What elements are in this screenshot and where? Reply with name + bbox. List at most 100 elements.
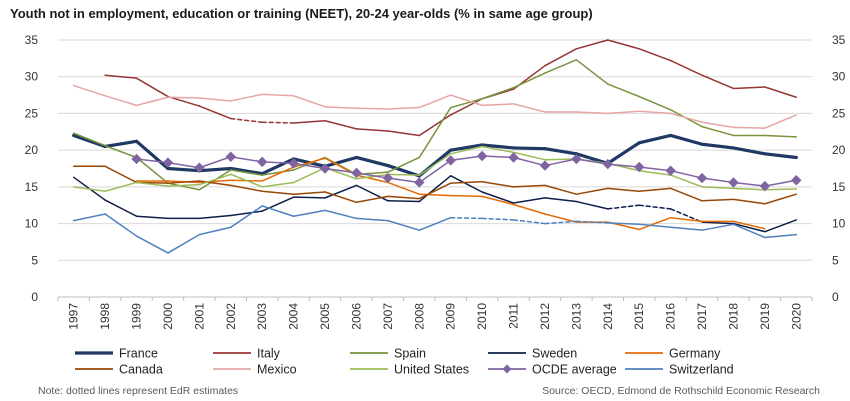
series-segment xyxy=(355,184,389,202)
series-segment xyxy=(230,205,263,228)
series-segment xyxy=(512,151,546,161)
series-segment xyxy=(638,187,672,193)
legend-label: Italy xyxy=(257,347,281,361)
series-segment xyxy=(544,184,578,195)
data-point xyxy=(728,177,739,188)
series-segment xyxy=(292,95,326,108)
legend-marker xyxy=(502,364,512,374)
series-segment xyxy=(732,187,766,191)
series-segment xyxy=(701,125,735,137)
series-segment xyxy=(701,177,735,184)
series-segment xyxy=(418,216,452,231)
series-segment xyxy=(732,86,766,90)
series-segment xyxy=(481,180,515,188)
series-segment xyxy=(167,180,201,184)
series-segment xyxy=(449,194,483,198)
series-segment xyxy=(638,216,672,231)
series-segment xyxy=(669,59,703,76)
series-segment xyxy=(575,39,609,50)
series-segment xyxy=(607,204,640,210)
y-tick-label-right: 30 xyxy=(832,70,846,84)
y-tick-label-left: 10 xyxy=(25,217,39,231)
series-segment xyxy=(732,222,766,233)
x-tick-label: 2000 xyxy=(161,303,175,330)
series-segment xyxy=(544,59,578,74)
series-segment xyxy=(481,155,515,159)
series-segment xyxy=(700,142,736,150)
y-tick-label-left: 25 xyxy=(25,106,39,120)
x-tick-label: 2012 xyxy=(538,303,552,330)
series-segment xyxy=(607,222,640,226)
series-segment xyxy=(544,220,578,225)
series-segment xyxy=(669,169,703,179)
series-germany xyxy=(135,157,766,231)
series-segment xyxy=(764,233,798,239)
series-segment xyxy=(387,130,421,137)
series-segment xyxy=(449,94,483,107)
series-segment xyxy=(104,165,138,184)
series-segment xyxy=(261,205,295,217)
series-segment xyxy=(261,161,295,165)
data-point xyxy=(225,151,236,162)
x-tick-label: 2020 xyxy=(789,303,803,330)
series-segment xyxy=(701,121,735,129)
x-tick-label: 2004 xyxy=(287,303,301,330)
y-tick-label-right: 35 xyxy=(832,33,846,47)
series-segment xyxy=(418,182,452,200)
data-point xyxy=(508,152,519,163)
series-segment xyxy=(230,169,263,176)
series-segment xyxy=(764,114,798,129)
series-segment xyxy=(575,187,609,195)
series-segment xyxy=(103,139,139,149)
series-segment xyxy=(481,217,515,221)
legend-item: Mexico xyxy=(213,363,297,377)
series-segment xyxy=(135,96,169,107)
series-segment xyxy=(386,163,421,178)
series-segment xyxy=(292,157,326,168)
data-point xyxy=(791,175,802,186)
series-segment xyxy=(480,143,516,150)
series-segment xyxy=(387,195,421,200)
series-segment xyxy=(387,200,421,203)
series-segment xyxy=(324,167,358,174)
series-segment xyxy=(764,219,798,233)
legend-label: Switzerland xyxy=(669,363,734,377)
series-segment xyxy=(669,112,703,123)
series-segment xyxy=(637,133,673,145)
series-segment xyxy=(701,223,735,231)
series-segment xyxy=(512,103,546,113)
y-tick-label-left: 35 xyxy=(25,33,39,47)
series-segment xyxy=(669,133,704,146)
series-segment xyxy=(135,77,169,98)
x-tick-label: 2016 xyxy=(664,303,678,330)
series-canada xyxy=(72,165,798,205)
series-segment xyxy=(135,158,169,164)
legend-item: Italy xyxy=(213,347,281,361)
series-segment xyxy=(512,72,546,89)
data-point xyxy=(382,172,394,184)
series-segment xyxy=(104,144,138,159)
y-tick-label-right: 10 xyxy=(832,217,846,231)
series-segment xyxy=(135,215,169,220)
data-point xyxy=(665,165,676,176)
series-segment xyxy=(104,199,138,217)
series-segment xyxy=(104,95,138,107)
series-segment xyxy=(324,191,358,204)
series-segment xyxy=(261,196,295,212)
series-segment xyxy=(72,186,106,193)
legend-label: OCDE average xyxy=(532,363,617,377)
series-segment xyxy=(230,184,263,193)
series-segment xyxy=(512,156,546,167)
series-segment xyxy=(167,161,201,169)
series-segment xyxy=(198,105,232,120)
data-point xyxy=(634,161,645,173)
data-point xyxy=(131,153,142,165)
legend-item: Switzerland xyxy=(625,363,734,377)
x-tick-label: 1997 xyxy=(67,303,81,330)
series-segment xyxy=(166,166,201,173)
series-segment xyxy=(198,156,232,169)
data-point xyxy=(194,162,205,173)
data-point xyxy=(162,157,174,168)
